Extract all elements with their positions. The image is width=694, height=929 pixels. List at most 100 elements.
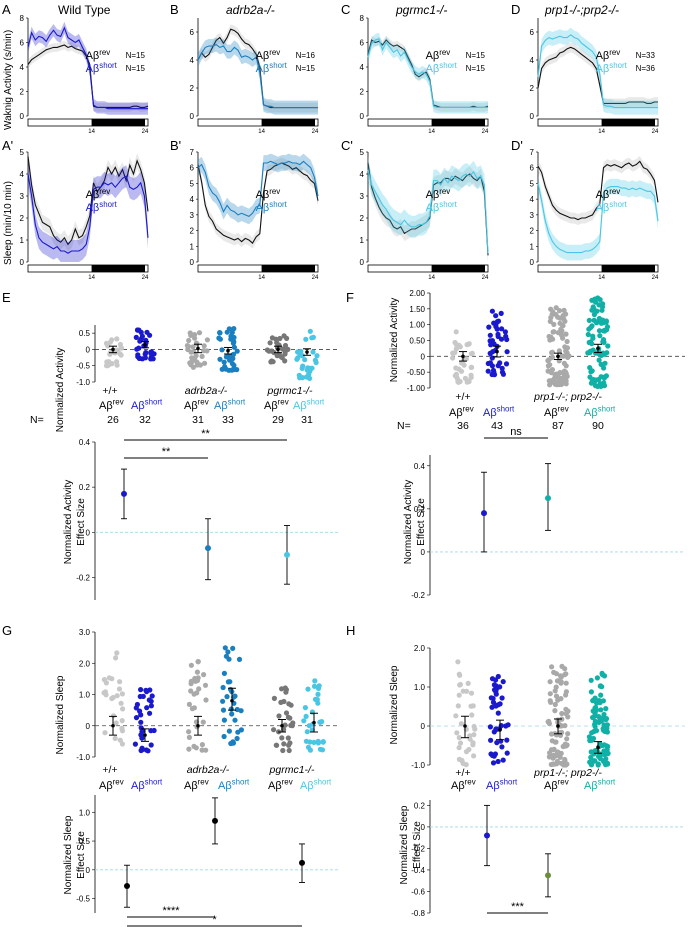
F-point bbox=[596, 328, 603, 334]
A2-band-1 bbox=[28, 163, 148, 262]
F-ytick-label: 1.00 bbox=[409, 321, 425, 330]
F-point bbox=[563, 331, 569, 337]
H-point bbox=[499, 695, 505, 701]
E-point bbox=[230, 351, 237, 357]
H-point bbox=[565, 731, 571, 737]
H-mean bbox=[463, 724, 467, 728]
f-group-wt: +/+ bbox=[455, 391, 470, 403]
E-point bbox=[147, 332, 153, 338]
B2-legend-rev: Aβrev bbox=[256, 187, 281, 201]
E-point bbox=[295, 355, 301, 361]
G-point bbox=[224, 694, 230, 700]
A-light-bar bbox=[27, 118, 149, 127]
B-dark-bar bbox=[261, 119, 315, 126]
G-point bbox=[220, 698, 226, 704]
H-point bbox=[500, 679, 506, 685]
H-point bbox=[495, 710, 501, 716]
F-point bbox=[597, 333, 603, 339]
G-point bbox=[148, 742, 154, 748]
H-point bbox=[547, 691, 553, 697]
E-point bbox=[216, 335, 222, 341]
F-point bbox=[602, 328, 608, 334]
H-point bbox=[593, 707, 600, 713]
E-point bbox=[234, 348, 240, 354]
H-point bbox=[563, 762, 569, 768]
B-series-short bbox=[197, 43, 318, 109]
H-es-point bbox=[545, 872, 551, 879]
G-point bbox=[220, 707, 227, 713]
A-legend-n-rev: N=15 bbox=[126, 51, 146, 60]
C-ytick-label: 0 bbox=[360, 112, 365, 121]
H-point bbox=[552, 701, 558, 708]
F-ytick-label: 0 bbox=[421, 352, 426, 361]
H-point bbox=[471, 753, 477, 759]
H-point bbox=[589, 730, 595, 736]
panel-title-A: Wild Type bbox=[58, 3, 111, 17]
D2-ytick-label: 7 bbox=[530, 148, 535, 157]
E-point bbox=[277, 335, 283, 342]
g-ylabel: Normalized Sleep bbox=[55, 675, 66, 754]
G-mean bbox=[111, 723, 115, 728]
E-ytick-label: -1.0 bbox=[76, 378, 90, 387]
g-group-pgrmc1: pgrmc1-/- bbox=[269, 764, 315, 776]
E-point bbox=[201, 343, 207, 349]
F-point bbox=[469, 364, 475, 370]
H-point bbox=[563, 689, 570, 695]
E-point bbox=[223, 354, 229, 360]
G-ytick-label: -1.0 bbox=[76, 753, 90, 762]
H-point bbox=[488, 695, 494, 701]
G-point bbox=[230, 645, 236, 652]
F-point bbox=[559, 328, 565, 334]
G-point bbox=[139, 735, 145, 741]
E-category-label: Aβrev bbox=[184, 398, 209, 412]
G-point bbox=[200, 719, 206, 725]
E-point bbox=[136, 327, 142, 333]
G-point bbox=[186, 734, 192, 741]
G-point bbox=[271, 695, 277, 702]
H-point bbox=[603, 760, 609, 766]
H-category-label: Aβshort bbox=[584, 778, 616, 792]
C2-legend-short: Aβshort bbox=[426, 200, 458, 214]
G-category-label: Aβshort bbox=[300, 778, 332, 792]
C-xtick-24: 24 bbox=[482, 129, 489, 135]
F-point bbox=[564, 338, 570, 345]
F-point bbox=[559, 322, 566, 329]
A-xtick-24: 24 bbox=[142, 129, 149, 135]
A-ytick-label: 4 bbox=[20, 63, 25, 72]
F-point bbox=[599, 307, 605, 313]
G-ytick-label: 3.0 bbox=[79, 628, 91, 637]
G-point bbox=[186, 746, 192, 752]
G-point bbox=[186, 701, 192, 708]
E-point bbox=[312, 357, 318, 363]
H-es-ytick-label: -0.6 bbox=[411, 887, 425, 896]
h-es-ylabel-1: Normalized Sleep bbox=[399, 805, 410, 884]
G-point bbox=[226, 728, 232, 734]
G-point bbox=[271, 727, 277, 733]
H-point bbox=[599, 670, 605, 677]
E-point bbox=[307, 365, 313, 371]
G-point bbox=[288, 702, 294, 708]
E-n-value: 33 bbox=[222, 414, 234, 426]
E-point bbox=[273, 336, 279, 342]
B-ytick-label: 4 bbox=[190, 56, 195, 65]
F-point bbox=[503, 361, 510, 367]
D2-ytick-label: 3 bbox=[530, 211, 535, 220]
G-point bbox=[148, 703, 154, 709]
A2-xtick-24: 24 bbox=[142, 275, 149, 281]
G-point bbox=[132, 741, 138, 747]
E-point bbox=[114, 336, 120, 342]
G-point bbox=[101, 690, 107, 696]
F-point bbox=[547, 318, 553, 324]
panel-letter-H: H bbox=[346, 623, 355, 638]
H-point bbox=[562, 756, 568, 763]
H-point bbox=[599, 684, 605, 690]
H-point bbox=[563, 680, 569, 686]
E-mean bbox=[305, 350, 309, 354]
F-point bbox=[550, 336, 556, 342]
H-ytick-label: 1.0 bbox=[414, 683, 426, 692]
panel-letter-E: E bbox=[2, 290, 11, 305]
E-point bbox=[223, 366, 229, 372]
E-point bbox=[197, 362, 203, 368]
G-point bbox=[139, 745, 145, 751]
G-es-ytick-label: 1.0 bbox=[79, 808, 91, 817]
